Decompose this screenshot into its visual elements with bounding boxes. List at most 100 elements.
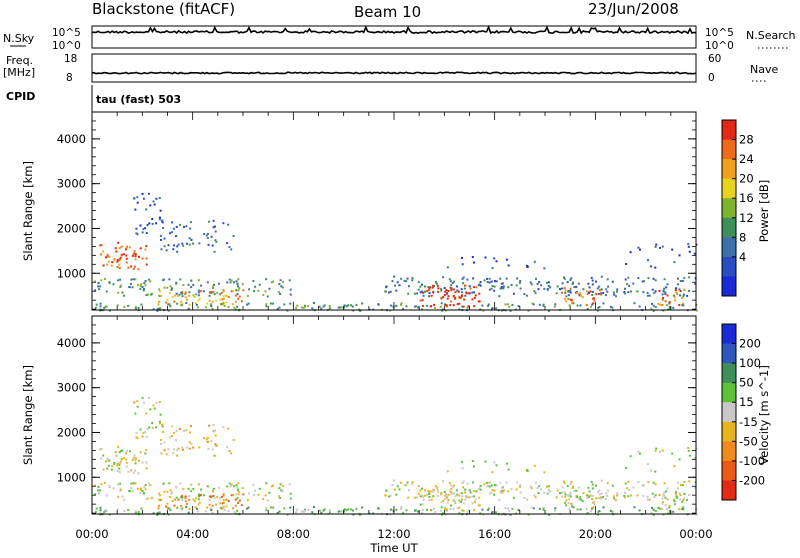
velocity-cell xyxy=(589,494,592,497)
power-cell xyxy=(389,304,392,307)
power-cell xyxy=(654,290,657,293)
velocity-cell xyxy=(131,458,134,461)
velocity-cell xyxy=(237,489,239,492)
velocity-cell xyxy=(486,485,489,487)
power-cell xyxy=(400,302,403,305)
power-cell xyxy=(559,288,561,291)
velocity-cell xyxy=(99,509,102,512)
power-cell xyxy=(147,278,150,281)
velocity-cell xyxy=(283,507,286,510)
velocity-cell xyxy=(444,494,447,497)
power-cell xyxy=(158,294,161,297)
power-cell xyxy=(100,253,103,256)
velocity-cell xyxy=(227,427,230,430)
power-cell xyxy=(236,305,239,308)
power-cell xyxy=(156,309,159,312)
power-cell xyxy=(664,291,667,294)
velocity-cell xyxy=(145,461,148,464)
velocity-cell xyxy=(235,484,238,487)
power-cell xyxy=(180,304,183,307)
power-cell xyxy=(650,265,652,268)
power-cell xyxy=(675,292,678,295)
power-cell xyxy=(193,296,196,298)
power-cell xyxy=(687,242,690,245)
velocity-cell xyxy=(156,513,159,516)
velocity-cell xyxy=(624,482,627,485)
velocity-cell xyxy=(228,450,231,452)
velocity-cell xyxy=(531,506,534,509)
velocity-cell xyxy=(304,509,306,512)
power-cell xyxy=(575,285,578,288)
velocity-cell xyxy=(169,509,172,512)
power-cell xyxy=(454,291,457,294)
power-cell xyxy=(151,218,154,220)
velocity-cell xyxy=(505,481,508,484)
velocity-cell xyxy=(572,506,575,509)
power-cell xyxy=(598,285,601,288)
power-cell xyxy=(657,302,660,305)
power-cell xyxy=(623,292,626,295)
velocity-cell xyxy=(419,495,422,498)
power-cell xyxy=(108,309,111,312)
velocity-y-tick-label: 3000 xyxy=(57,381,86,395)
velocity-cell xyxy=(490,491,493,494)
velocity-cell xyxy=(511,507,514,510)
power-cell xyxy=(169,305,172,308)
power-cell xyxy=(526,264,529,267)
velocity-cell xyxy=(252,484,255,486)
velocity-cell xyxy=(119,488,122,491)
velocity-cell xyxy=(474,498,477,501)
velocity-cell xyxy=(141,435,144,438)
velocity-cell xyxy=(196,510,199,513)
power-cell xyxy=(654,245,657,248)
velocity-cell xyxy=(393,479,396,482)
power-cell xyxy=(433,303,435,306)
power-cell xyxy=(668,301,671,304)
velocity-cell xyxy=(158,420,161,423)
power-cell xyxy=(597,306,600,309)
power-cell xyxy=(384,290,387,293)
velocity-cell xyxy=(150,497,153,500)
power-cell xyxy=(110,264,113,267)
velocity-cell xyxy=(628,488,631,491)
velocity-cell xyxy=(681,483,684,486)
velocity-cell xyxy=(184,496,187,499)
velocity-cell xyxy=(647,463,649,466)
power-cell xyxy=(570,277,573,280)
velocity-cell xyxy=(678,508,681,511)
power-cell xyxy=(627,276,630,279)
nsky-line xyxy=(92,24,697,35)
power-cell xyxy=(648,294,651,297)
velocity-cell xyxy=(279,497,282,499)
power-cell xyxy=(159,290,161,293)
velocity-cell xyxy=(141,396,144,399)
velocity-cell xyxy=(247,506,250,509)
power-cell xyxy=(278,306,281,309)
power-cell xyxy=(673,296,676,299)
velocity-cell xyxy=(171,425,174,428)
power-cell xyxy=(650,307,653,310)
velocity-cell xyxy=(671,452,674,455)
velocity-cell xyxy=(119,450,122,453)
power-cell xyxy=(669,307,672,310)
power-cell xyxy=(210,235,213,238)
velocity-cell xyxy=(477,504,480,507)
power-cell xyxy=(637,277,640,279)
power-cell xyxy=(208,299,211,302)
velocity-cell xyxy=(661,502,664,505)
power-cell xyxy=(185,225,188,228)
power-cell xyxy=(598,306,601,308)
power-cell xyxy=(615,295,617,298)
power-cell xyxy=(180,301,183,304)
power-cell xyxy=(440,288,443,291)
velocity-cell xyxy=(642,484,645,487)
velocity-cell xyxy=(100,483,103,486)
velocity-y-tick-label: 4000 xyxy=(57,336,86,350)
velocity-cell xyxy=(139,428,142,431)
power-cell xyxy=(388,291,390,294)
velocity-cell xyxy=(188,507,191,510)
power-cell xyxy=(296,304,299,307)
power-cell xyxy=(195,303,198,306)
velocity-cell xyxy=(487,507,490,510)
power-cell xyxy=(108,281,111,284)
